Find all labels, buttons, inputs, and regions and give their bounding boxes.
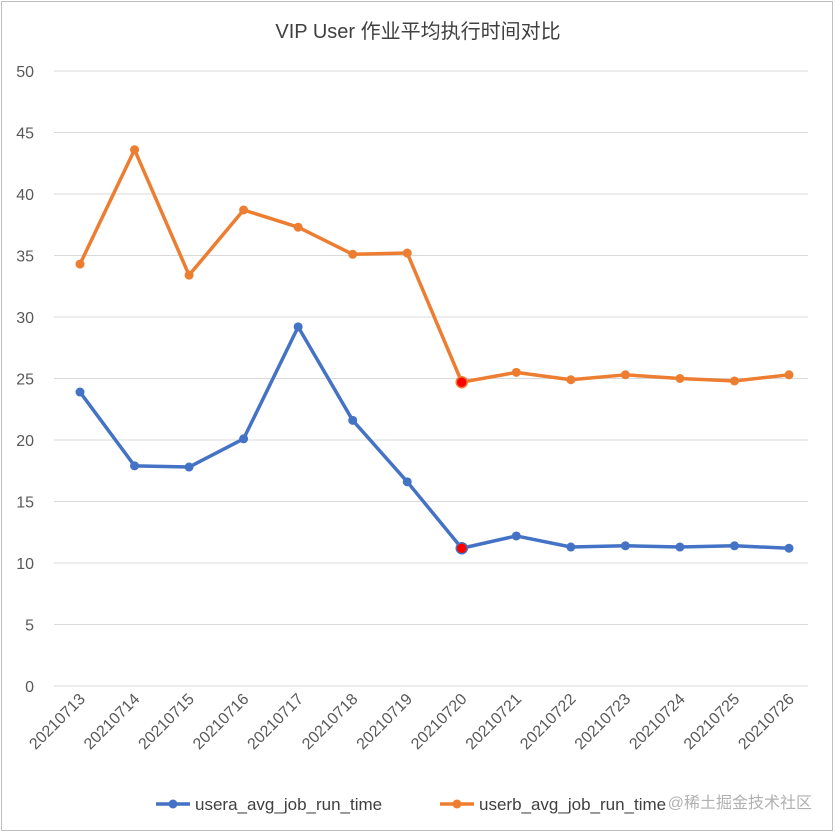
data-point [455,375,469,389]
series-lines [78,147,791,550]
legend-label: usera_avg_job_run_time [195,795,382,814]
data-point [784,370,794,380]
data-point [184,270,194,280]
y-tick-label: 25 [16,372,34,389]
series-points [75,145,794,555]
x-tick-label: 20210724 [626,691,688,753]
data-point [348,249,358,259]
x-tick-label: 20210713 [26,691,88,753]
x-tick-label: 20210716 [190,691,252,753]
data-point [675,374,685,383]
x-tick-label: 20210726 [735,691,797,753]
data-point [75,387,85,397]
data-point [239,205,249,215]
data-point [729,376,739,386]
x-tick-label: 20210720 [408,691,470,753]
data-point [293,322,303,332]
data-point [511,367,521,377]
x-tick-label: 20210714 [81,691,143,753]
data-point [455,541,469,555]
x-tick-label: 20210722 [517,691,579,753]
data-point [620,541,630,551]
y-tick-label: 30 [16,310,34,327]
data-point [402,248,412,258]
data-point [402,477,412,487]
x-tick-label: 20210715 [136,691,198,753]
y-tick-label: 50 [16,64,34,81]
y-tick-label: 40 [16,187,34,204]
x-tick-label: 20210721 [463,691,525,753]
y-tick-label: 5 [25,618,34,635]
watermark: @稀土掘金技术社区 [668,794,812,812]
y-tick-label: 10 [16,556,34,573]
chart-title: VIP User 作业平均执行时间对比 [275,20,560,43]
legend-swatch-marker [452,799,462,809]
x-tick-label: 20210718 [299,691,361,753]
y-tick-label: 45 [16,126,34,143]
x-tick-label: 20210719 [354,691,416,753]
x-tick-label: 20210717 [245,691,307,753]
data-point [130,461,140,471]
series-line-1 [78,325,791,550]
legend-swatch-marker [168,799,178,809]
x-axis-ticks: 2021071320210714202107152021071620210717… [26,691,797,753]
data-point [784,543,794,553]
y-axis-ticks: 0 5 10 15 20 25 30 35 40 45 50 [16,64,34,696]
series-line-2 [78,147,791,384]
legend: usera_avg_job_run_time userb_avg_job_run_… [156,795,666,814]
data-point [184,462,194,472]
data-point [239,434,249,444]
x-tick-label: 20210725 [681,691,743,753]
data-point [566,375,576,385]
data-point [293,222,303,232]
data-point [729,541,739,551]
data-point [675,542,685,552]
data-point [620,370,630,380]
x-tick-label: 20210723 [572,691,634,753]
data-point [348,415,358,425]
y-tick-label: 15 [16,495,34,512]
y-tick-label: 0 [25,679,34,696]
data-point [75,259,85,269]
data-point [130,145,140,155]
y-tick-label: 20 [16,433,34,450]
data-point [511,531,521,541]
legend-label: userb_avg_job_run_time [479,795,666,814]
data-point [566,542,576,552]
y-tick-label: 35 [16,249,34,266]
